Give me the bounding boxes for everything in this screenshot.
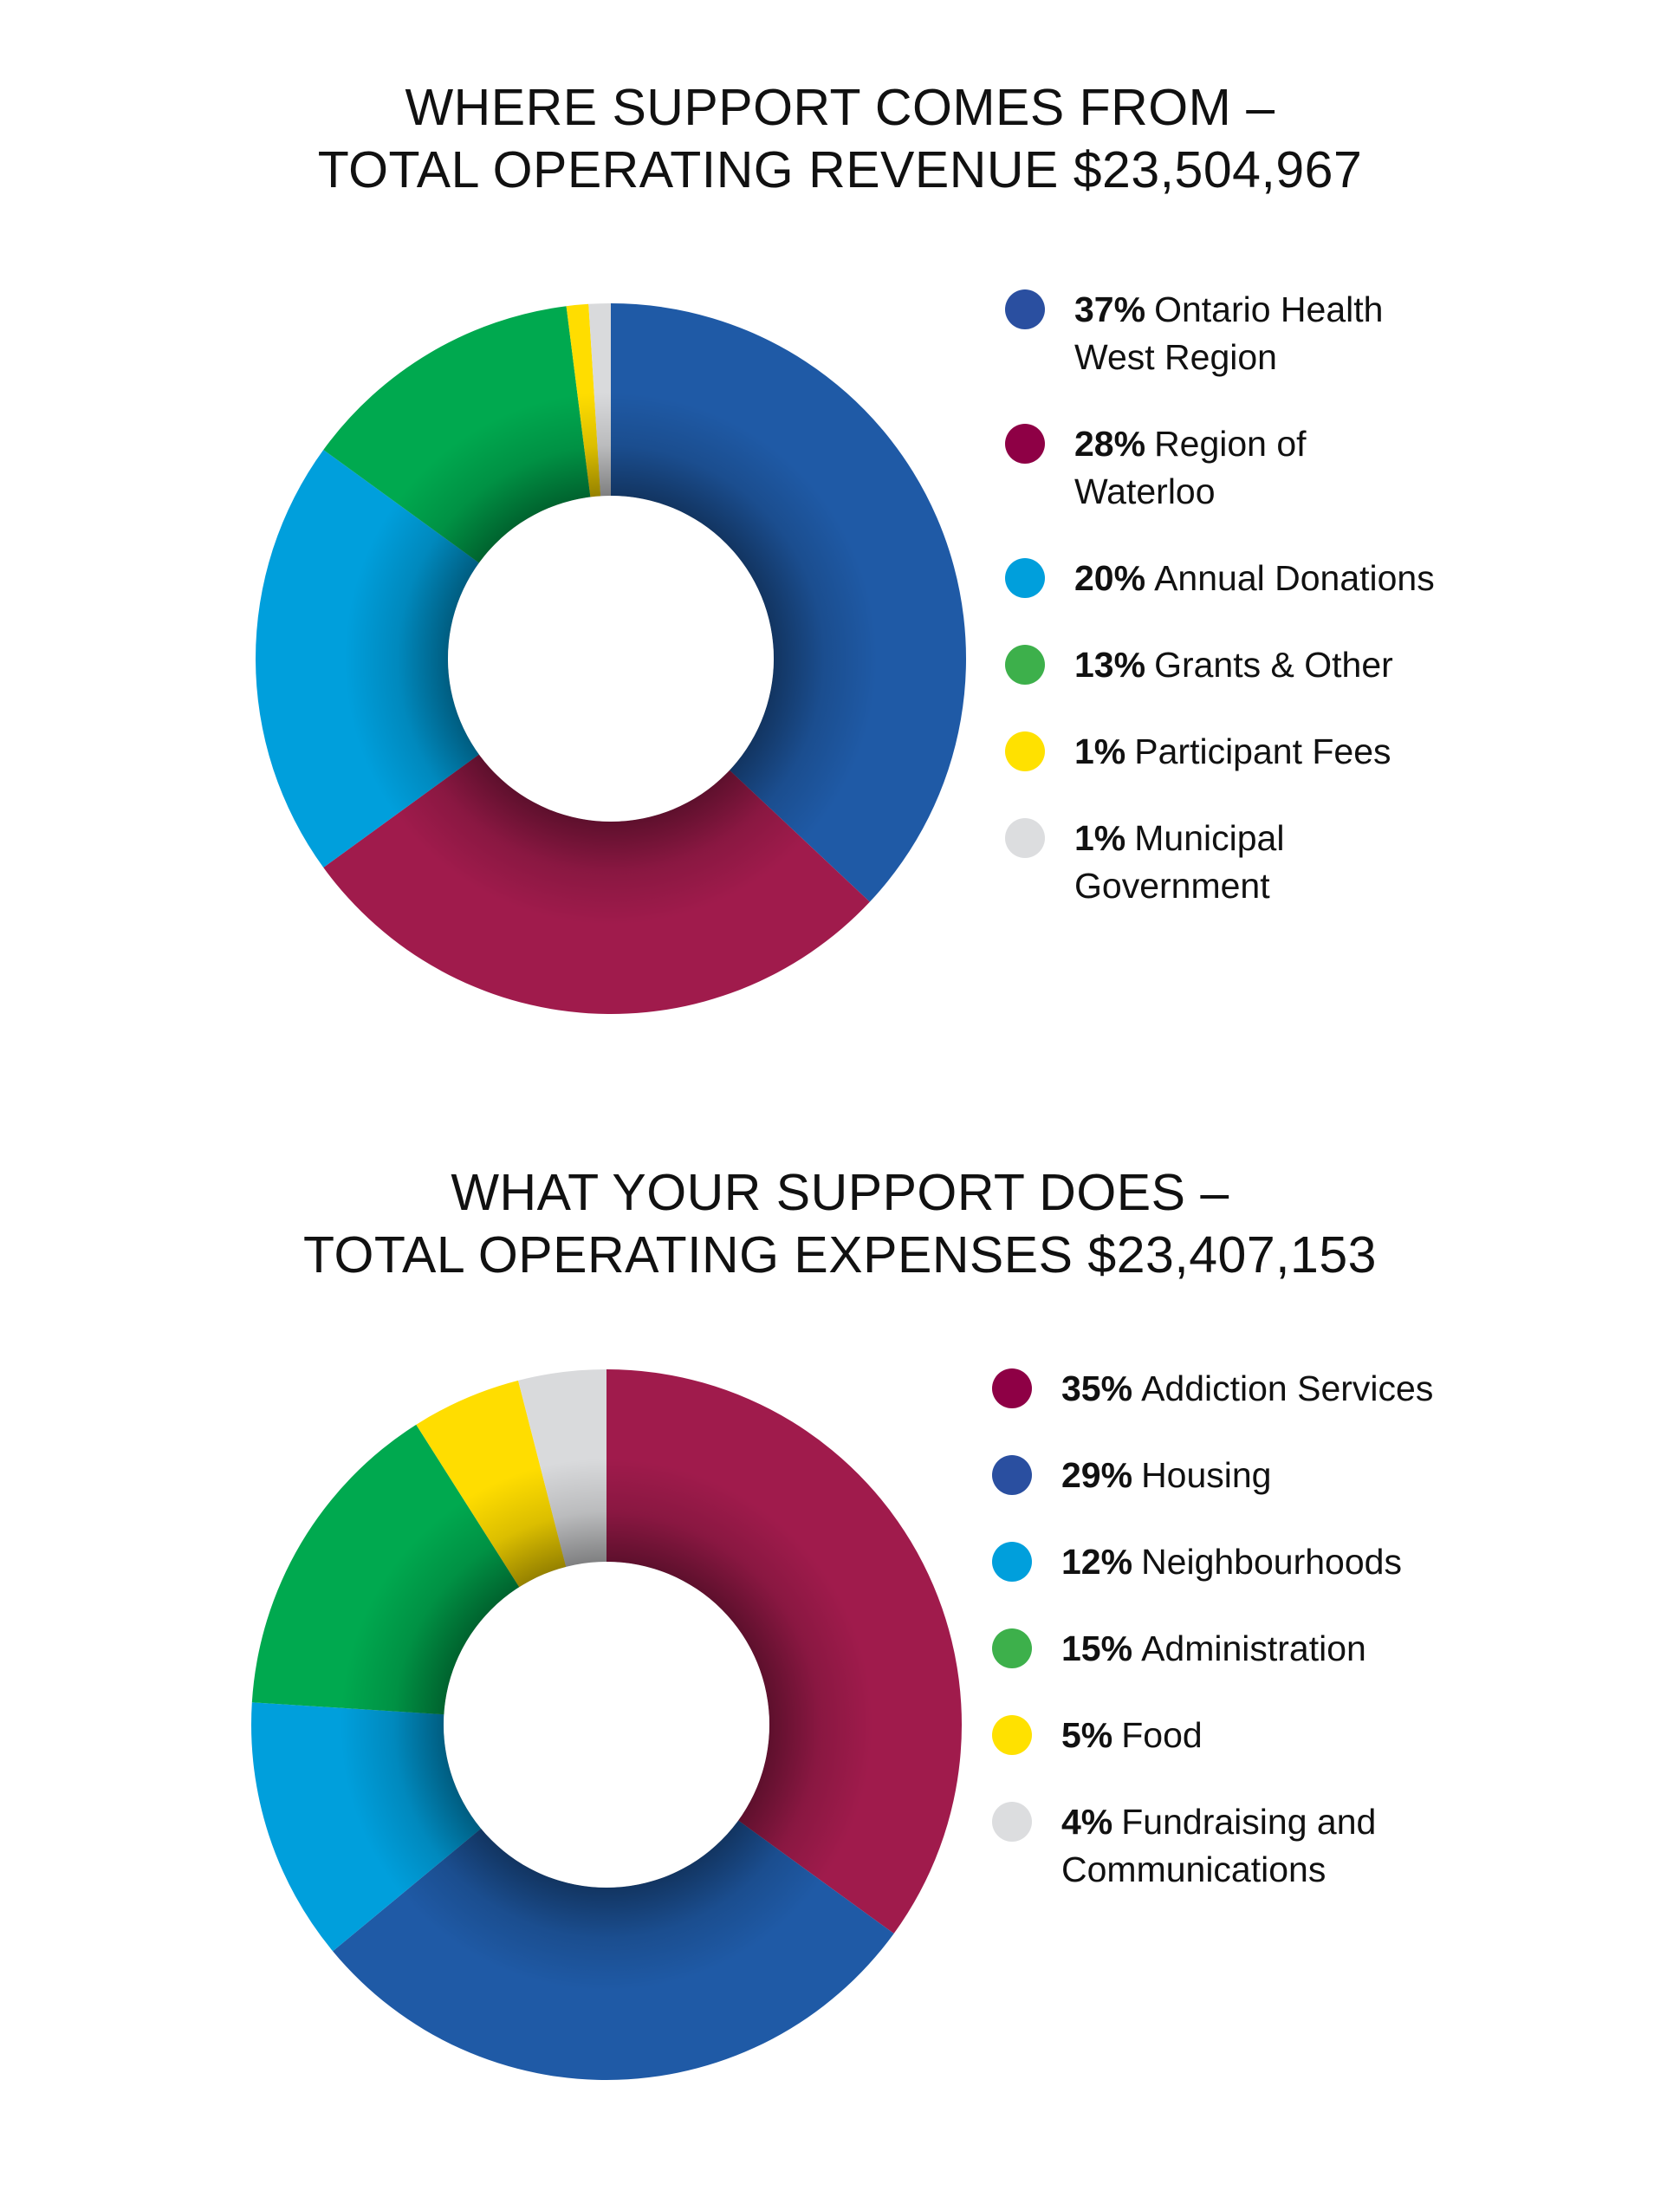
- expenses-legend-swatch: [992, 1368, 1032, 1408]
- expenses-legend-label: Fundraising and Communications: [1061, 1802, 1377, 1889]
- revenue-legend-item-annual-donations: 20% Annual Donations: [1005, 555, 1456, 602]
- revenue-legend-value: 1%: [1074, 818, 1126, 858]
- expenses-legend-label: Housing: [1141, 1455, 1272, 1495]
- expenses-legend-label: Administration: [1141, 1628, 1366, 1668]
- revenue-legend-value: 1%: [1074, 731, 1126, 771]
- expenses-legend-item-fundraising-and-communications: 4% Fundraising and Communications: [992, 1798, 1443, 1894]
- revenue-legend-swatch: [1005, 731, 1045, 771]
- expenses-legend: 35% Addiction Services 29% Housing 12% Neighb…: [992, 1365, 1443, 1894]
- revenue-legend-label: Participant Fees: [1134, 731, 1391, 771]
- revenue-legend-label: Grants & Other: [1154, 645, 1393, 685]
- expenses-legend-value: 5%: [1061, 1715, 1113, 1755]
- expenses-legend-item-addiction-services: 35% Addiction Services: [992, 1365, 1443, 1413]
- revenue-donut-hole: [448, 496, 774, 822]
- revenue-legend-item-region-of-waterloo: 28% Region of Waterloo: [1005, 420, 1456, 516]
- revenue-legend: 37% Ontario Health West Region 28% Region o…: [1005, 286, 1456, 910]
- expenses-legend-label: Food: [1121, 1715, 1203, 1755]
- revenue-legend-value: 28%: [1074, 424, 1146, 464]
- expenses-legend-value: 12%: [1061, 1542, 1133, 1582]
- expenses-legend-swatch: [992, 1628, 1032, 1668]
- expenses-legend-item-administration: 15% Administration: [992, 1625, 1443, 1673]
- revenue-chart: WHERE SUPPORT COMES FROM – TOTAL OPERATI…: [0, 0, 1680, 1075]
- expenses-chart-title: WHAT YOUR SUPPORT DOES – TOTAL OPERATING…: [0, 1161, 1680, 1286]
- expenses-donut-hole: [444, 1562, 769, 1888]
- revenue-title-line-2: TOTAL OPERATING REVENUE $23,504,967: [317, 141, 1363, 198]
- revenue-legend-swatch: [1005, 645, 1045, 685]
- revenue-title-line-1: WHERE SUPPORT COMES FROM –: [405, 79, 1275, 136]
- revenue-legend-item-ontario-health-west-region: 37% Ontario Health West Region: [1005, 286, 1456, 381]
- revenue-legend-label: Region of Waterloo: [1074, 424, 1307, 511]
- revenue-legend-swatch: [1005, 818, 1045, 858]
- revenue-legend-item-grants-and-other: 13% Grants & Other: [1005, 641, 1456, 689]
- revenue-legend-item-municipal-government: 1% Municipal Government: [1005, 815, 1456, 910]
- expenses-title-line-2: TOTAL OPERATING EXPENSES $23,407,153: [303, 1226, 1377, 1284]
- expenses-legend-item-food: 5% Food: [992, 1712, 1443, 1759]
- revenue-legend-label: Annual Donations: [1154, 558, 1435, 598]
- revenue-legend-value: 20%: [1074, 558, 1146, 598]
- expenses-legend-value: 29%: [1061, 1455, 1133, 1495]
- expenses-legend-swatch: [992, 1802, 1032, 1842]
- expenses-legend-value: 15%: [1061, 1628, 1133, 1668]
- expenses-legend-item-neighbourhoods: 12% Neighbourhoods: [992, 1538, 1443, 1586]
- revenue-legend-value: 13%: [1074, 645, 1146, 685]
- expenses-legend-value: 4%: [1061, 1802, 1113, 1842]
- revenue-legend-item-participant-fees: 1% Participant Fees: [1005, 728, 1456, 776]
- revenue-chart-title: WHERE SUPPORT COMES FROM – TOTAL OPERATI…: [0, 76, 1680, 201]
- revenue-legend-label: Ontario Health West Region: [1074, 289, 1384, 377]
- expenses-legend-label: Addiction Services: [1141, 1368, 1434, 1408]
- revenue-legend-value: 37%: [1074, 289, 1146, 329]
- revenue-legend-swatch: [1005, 289, 1045, 329]
- expenses-legend-label: Neighbourhoods: [1141, 1542, 1402, 1582]
- expenses-legend-swatch: [992, 1455, 1032, 1495]
- expenses-chart: WHAT YOUR SUPPORT DOES – TOTAL OPERATING…: [0, 1075, 1680, 2197]
- expenses-legend-item-housing: 29% Housing: [992, 1452, 1443, 1499]
- revenue-legend-label: Municipal Government: [1074, 818, 1285, 906]
- expenses-legend-value: 35%: [1061, 1368, 1133, 1408]
- expenses-legend-swatch: [992, 1715, 1032, 1755]
- expenses-donut-chart: [251, 1369, 962, 2080]
- revenue-legend-swatch: [1005, 558, 1045, 598]
- expenses-legend-swatch: [992, 1542, 1032, 1582]
- expenses-title-line-1: WHAT YOUR SUPPORT DOES –: [451, 1164, 1229, 1221]
- revenue-donut-chart: [256, 303, 966, 1014]
- revenue-legend-swatch: [1005, 424, 1045, 464]
